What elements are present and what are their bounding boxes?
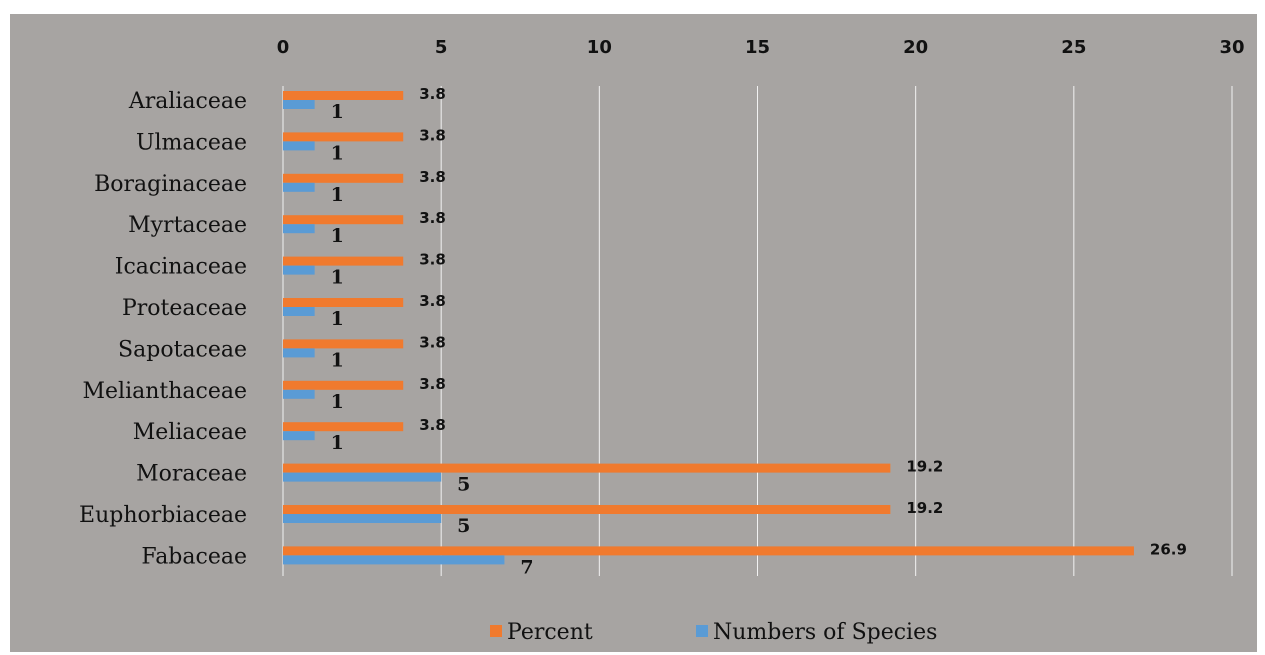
- species-count-label: 1: [331, 267, 344, 289]
- bar-species: [283, 307, 315, 316]
- bar-percent: [283, 546, 1134, 556]
- species-count-label: 1: [331, 308, 344, 330]
- category-labels: Araliaceae Ulmaceae Boraginaceae Myrtaceae I…: [79, 89, 247, 569]
- species-count-label: 1: [331, 432, 344, 454]
- percent-value-label: 3.8: [419, 292, 446, 310]
- category-label: Meliaceae: [133, 420, 247, 445]
- species-count-label: 1: [331, 142, 344, 164]
- bar-species: [283, 265, 315, 275]
- bar-percent: [283, 380, 404, 390]
- x-tick-label: 20: [903, 37, 928, 58]
- percent-value-label: 3.8: [419, 209, 446, 227]
- percent-value-label: 19.2: [906, 499, 943, 517]
- bar-percent: [283, 91, 404, 100]
- bar-percent: [283, 173, 404, 183]
- x-tick-label: 0: [277, 37, 290, 58]
- bar-percent: [283, 339, 404, 349]
- category-label: Boraginaceae: [94, 172, 247, 197]
- percent-value-label: 3.8: [419, 375, 446, 393]
- percent-value-label: 3.8: [419, 85, 446, 103]
- percent-value-label: 3.8: [419, 333, 446, 351]
- x-axis-ticks: 0 5 10 15 20 25 30: [277, 37, 1245, 58]
- category-label: Melianthaceae: [82, 379, 247, 404]
- category-label: Fabaceae: [141, 544, 247, 569]
- gridlines: [282, 86, 1233, 576]
- x-tick-label: 5: [435, 37, 448, 58]
- category-label: Ulmaceae: [136, 130, 247, 155]
- category-label: Myrtaceae: [128, 213, 247, 238]
- bar-percent: [283, 463, 891, 473]
- species-count-label: 5: [457, 515, 470, 537]
- percent-value-label: 3.8: [419, 126, 446, 144]
- bar-species: [283, 431, 315, 441]
- bar-percent: [283, 256, 404, 266]
- percent-value-label: 19.2: [906, 458, 943, 476]
- chart-area: 0 5 10 15 20 25 30 3.8 1 3.8 1 3.8 1 3.8 1 3.8 1 3.8 1 3.8…: [10, 14, 1257, 652]
- bar-percent: [283, 215, 404, 225]
- bars: [283, 91, 1134, 565]
- legend-swatch-species: [696, 625, 708, 637]
- bar-percent: [283, 505, 891, 514]
- percent-value-label: 3.8: [419, 416, 446, 434]
- data-labels: 3.8 1 3.8 1 3.8 1 3.8 1 3.8 1 3.8 1 3.8 1 3.8 1 3.8 1 19.2…: [331, 85, 1187, 578]
- percent-value-label: 3.8: [419, 251, 446, 269]
- category-label: Sapotaceae: [118, 337, 247, 362]
- x-tick-label: 30: [1219, 37, 1244, 58]
- percent-value-label: 26.9: [1150, 540, 1187, 558]
- category-label: Proteaceae: [122, 296, 247, 321]
- bar-species: [283, 141, 315, 151]
- species-count-label: 1: [331, 184, 344, 206]
- category-label: Araliaceae: [128, 89, 247, 114]
- legend-label-species: Numbers of Species: [713, 620, 937, 645]
- x-tick-label: 15: [745, 37, 770, 58]
- species-count-label: 1: [331, 101, 344, 123]
- bar-percent: [283, 422, 404, 432]
- bar-percent: [283, 132, 404, 142]
- bar-species: [283, 182, 315, 192]
- x-tick-label: 25: [1061, 37, 1086, 58]
- legend-swatch-percent: [490, 625, 502, 637]
- legend-label-percent: Percent: [507, 620, 593, 645]
- x-tick-label: 10: [587, 37, 612, 58]
- bar-species: [283, 100, 315, 109]
- bar-species: [283, 389, 315, 399]
- bar-species: [283, 348, 315, 358]
- category-label: Moraceae: [136, 462, 247, 487]
- category-label: Euphorbiaceae: [79, 503, 247, 528]
- legend: Percent Numbers of Species: [490, 620, 937, 645]
- species-count-label: 1: [331, 391, 344, 413]
- species-count-label: 7: [520, 556, 533, 578]
- species-count-label: 1: [331, 349, 344, 371]
- bar-species: [283, 514, 442, 523]
- species-count-label: 5: [457, 474, 470, 496]
- category-label: Icacinaceae: [115, 255, 247, 280]
- percent-value-label: 3.8: [419, 168, 446, 186]
- bar-chart: 0 5 10 15 20 25 30 3.813.813.813.813.813.813.8…: [79, 37, 1245, 645]
- bar-species: [283, 555, 505, 565]
- species-count-label: 1: [331, 225, 344, 247]
- bar-percent: [283, 298, 404, 307]
- bar-species: [283, 472, 442, 482]
- bar-species: [283, 224, 315, 234]
